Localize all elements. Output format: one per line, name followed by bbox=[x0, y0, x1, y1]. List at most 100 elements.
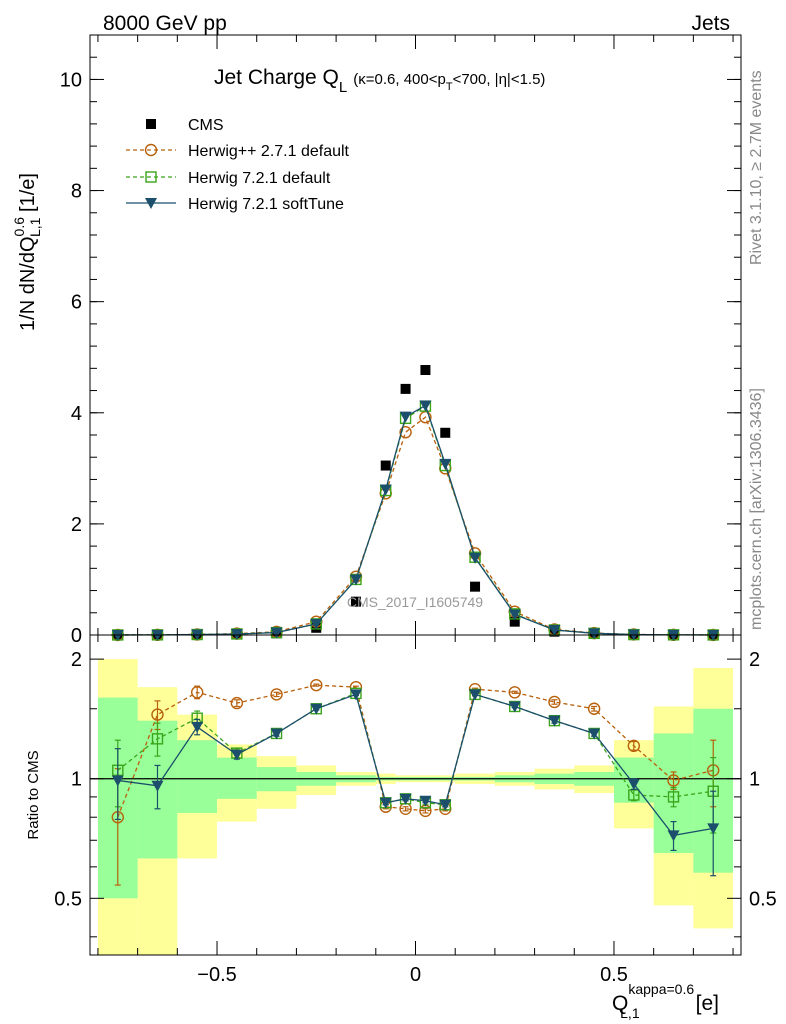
chart-title-extra-end: <700, |η|<1.5) bbox=[453, 71, 546, 88]
ratio-data-point bbox=[548, 715, 561, 727]
ratio-data-point bbox=[399, 793, 412, 805]
ratio-data-point bbox=[667, 791, 680, 803]
main-data-point bbox=[349, 574, 362, 586]
main-data-point bbox=[400, 383, 411, 394]
legend-marker bbox=[145, 171, 157, 183]
chart-title-extra-sub: T bbox=[446, 81, 453, 93]
main-y-label-sub: L,1 bbox=[27, 217, 43, 237]
main-data-point bbox=[439, 458, 452, 470]
ratio-x-tick-label: 0.5 bbox=[600, 964, 628, 986]
main-data-point bbox=[350, 596, 361, 607]
ratio-y-tick-label-right: 1 bbox=[749, 769, 760, 791]
ratio-series-line bbox=[117, 692, 714, 806]
ratio-data-point bbox=[230, 749, 243, 761]
ratio-data-point bbox=[667, 774, 680, 787]
ratio-data-point bbox=[190, 686, 204, 699]
ratio-data-point bbox=[627, 778, 640, 790]
rivet-version-text: Rivet 3.1.10, ≥ 2.7M events bbox=[748, 70, 765, 265]
ratio-data-point bbox=[151, 780, 164, 792]
ratio-series-group bbox=[111, 678, 720, 886]
legend-marker bbox=[144, 143, 158, 157]
ratio-y-tick-label: 2 bbox=[71, 649, 82, 671]
legend-label: Herwig 7.2.1 default bbox=[188, 170, 331, 187]
main-y-tick-label: 6 bbox=[71, 292, 82, 314]
legend-marker bbox=[145, 198, 157, 209]
ratio-data-point bbox=[151, 733, 164, 745]
ratio-x-tick-label: −0.5 bbox=[197, 964, 236, 986]
ratio-data-point bbox=[587, 702, 601, 715]
ratio-data-point bbox=[379, 797, 392, 809]
main-y-tick-label: 2 bbox=[71, 514, 82, 536]
ratio-plot-panel: 0.5 0.5 1 1 2 2 −0.5 0 0.5 Ratio to CMS Qkappa=0… bbox=[25, 634, 777, 1021]
ratio-data-point bbox=[627, 739, 641, 753]
legend-marker bbox=[146, 119, 156, 129]
ratio-data-point bbox=[230, 696, 244, 710]
main-data-point bbox=[440, 427, 451, 438]
main-data-point bbox=[310, 618, 323, 630]
main-data-point bbox=[399, 411, 412, 423]
legend-label: Herwig 7.2.1 softTune bbox=[188, 196, 344, 213]
chart-title: Jet Charge QL (κ=0.6, 400<pT<700, |η|<1.5… bbox=[214, 66, 545, 96]
main-data-point bbox=[379, 484, 392, 496]
main-y-label-main: 1/N dN/dQ bbox=[17, 236, 39, 330]
ratio-plot-frame bbox=[89, 634, 742, 956]
ratio-data-point bbox=[667, 830, 680, 842]
chart-watermark: CMS_2017_I1605749 bbox=[347, 594, 483, 610]
ratio-x-label-sub: L,1 bbox=[620, 1005, 640, 1021]
main-axes: 0 2 4 6 8 10 bbox=[60, 35, 741, 647]
main-data-point bbox=[508, 609, 521, 621]
ratio-bands bbox=[90, 659, 741, 955]
ratio-axes: 0.5 0.5 1 1 2 2 −0.5 0 0.5 bbox=[54, 635, 777, 986]
ratio-x-tick-label: 0 bbox=[410, 964, 421, 986]
main-data-point bbox=[509, 616, 520, 627]
main-data-point bbox=[469, 552, 482, 564]
main-data-point bbox=[470, 581, 481, 592]
chart-title-main: Jet Charge Q bbox=[214, 66, 339, 89]
ratio-data-point bbox=[508, 686, 521, 699]
ratio-series-line bbox=[117, 693, 714, 837]
ratio-y-tick-label: 1 bbox=[71, 769, 82, 791]
legend-label: Herwig++ 2.7.1 default bbox=[188, 143, 350, 160]
main-y-label-sup: 0.6 bbox=[11, 217, 27, 237]
header-left: 8000 GeV pp bbox=[103, 12, 227, 35]
ratio-data-point bbox=[508, 701, 521, 713]
main-data-point bbox=[399, 426, 412, 439]
ratio-y-tick-label: 0.5 bbox=[54, 888, 82, 910]
main-data-point bbox=[420, 365, 431, 375]
main-data-point bbox=[588, 628, 601, 640]
mcplots-source-text: mcplots.cern.ch [arXiv:1306.3436] bbox=[748, 388, 765, 630]
main-series-line bbox=[117, 404, 714, 636]
ratio-series-line bbox=[117, 684, 714, 818]
ratio-series-2 bbox=[111, 689, 720, 877]
ratio-band-green bbox=[177, 740, 218, 813]
main-y-label-unit: [1/e] bbox=[17, 173, 39, 217]
ratio-data-point bbox=[469, 689, 482, 701]
ratio-y-axis-label: Ratio to CMS bbox=[25, 750, 42, 839]
ratio-data-point bbox=[151, 708, 164, 721]
ratio-x-label-sup: kappa=0.6 bbox=[628, 981, 694, 997]
ratio-x-label-main: Q bbox=[612, 992, 628, 1015]
ratio-data-point bbox=[439, 799, 452, 811]
ratio-data-point bbox=[191, 721, 204, 733]
header-right: Jets bbox=[691, 12, 730, 35]
ratio-data-point bbox=[419, 795, 432, 807]
chart-title-extra: (κ=0.6, 400<p bbox=[353, 71, 446, 88]
main-data-point bbox=[548, 625, 561, 636]
main-y-axis-label: 1/N dN/dQ0.6L,1 [1/e] bbox=[11, 173, 43, 331]
main-data-point bbox=[419, 400, 432, 412]
ratio-data-point bbox=[588, 728, 601, 740]
ratio-data-point bbox=[707, 823, 720, 835]
ratio-data-point bbox=[111, 775, 124, 787]
legend: CMS Herwig++ 2.7.1 default Herwig 7.2.1 de… bbox=[126, 117, 350, 213]
ratio-y-tick-label-right: 0.5 bbox=[749, 888, 777, 910]
main-y-tick-label: 10 bbox=[60, 69, 82, 91]
main-plot-panel: 0 2 4 6 8 10 CMS_2017_I1605749 Jet Charge QL (… bbox=[11, 34, 742, 647]
ratio-data-point bbox=[310, 678, 323, 692]
chart-title-sub: L bbox=[339, 79, 347, 96]
ratio-data-point bbox=[270, 728, 283, 740]
ratio-x-axis-label: Qkappa=0.6 L,1 [e] bbox=[612, 981, 719, 1021]
legend-label: CMS bbox=[188, 117, 224, 134]
ratio-data-point bbox=[270, 688, 283, 701]
ratio-y-tick-label-right: 2 bbox=[749, 649, 760, 671]
